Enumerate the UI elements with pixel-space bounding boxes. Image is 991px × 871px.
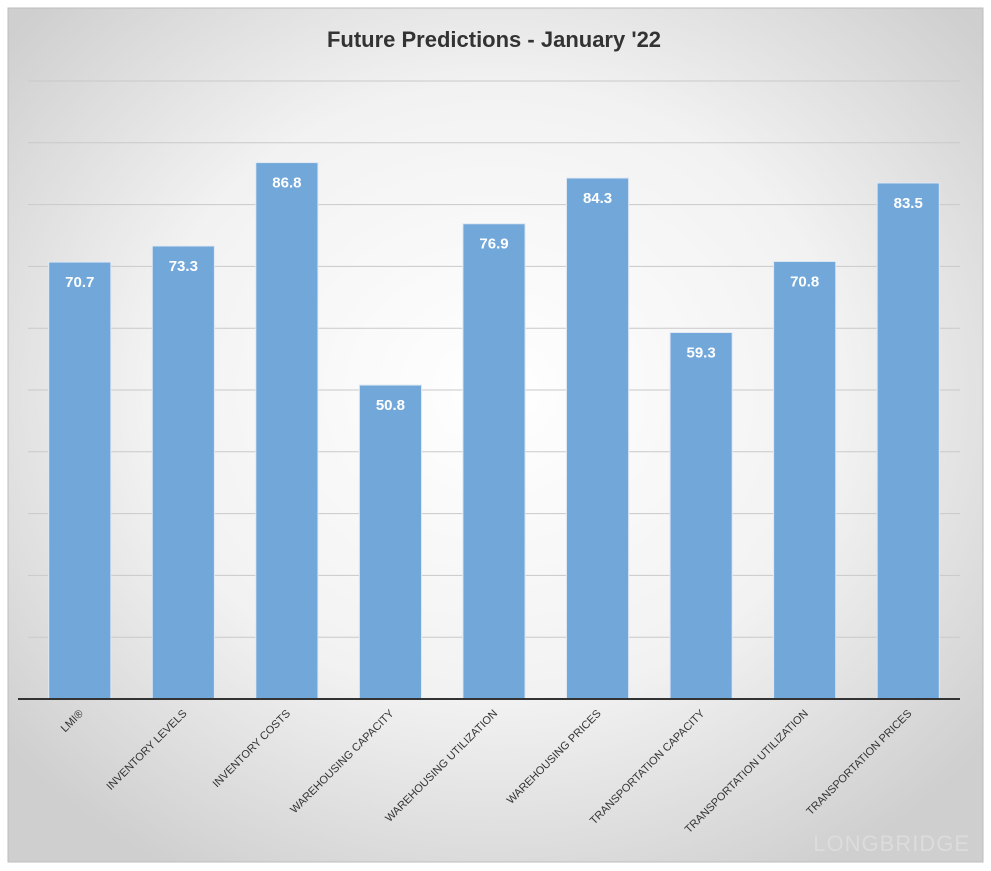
chart-title: Future Predictions - January '22 — [327, 27, 661, 52]
bar — [462, 223, 526, 700]
bar — [669, 332, 733, 700]
data-label: 76.9 — [479, 236, 508, 253]
bar — [255, 162, 319, 700]
bar — [876, 182, 940, 700]
data-label: 86.8 — [272, 175, 301, 192]
bar — [48, 261, 112, 700]
data-label: 73.3 — [169, 258, 198, 275]
bar — [151, 245, 215, 700]
data-label: 83.5 — [894, 195, 923, 212]
data-label: 70.7 — [65, 274, 94, 291]
data-label: 84.3 — [583, 190, 612, 207]
data-label: 59.3 — [687, 344, 716, 361]
data-label: 50.8 — [376, 397, 405, 414]
watermark: LONGBRIDGE — [813, 831, 970, 856]
bar — [358, 384, 423, 700]
data-label: 70.8 — [790, 273, 819, 290]
bar — [773, 260, 837, 700]
bar — [565, 177, 630, 700]
